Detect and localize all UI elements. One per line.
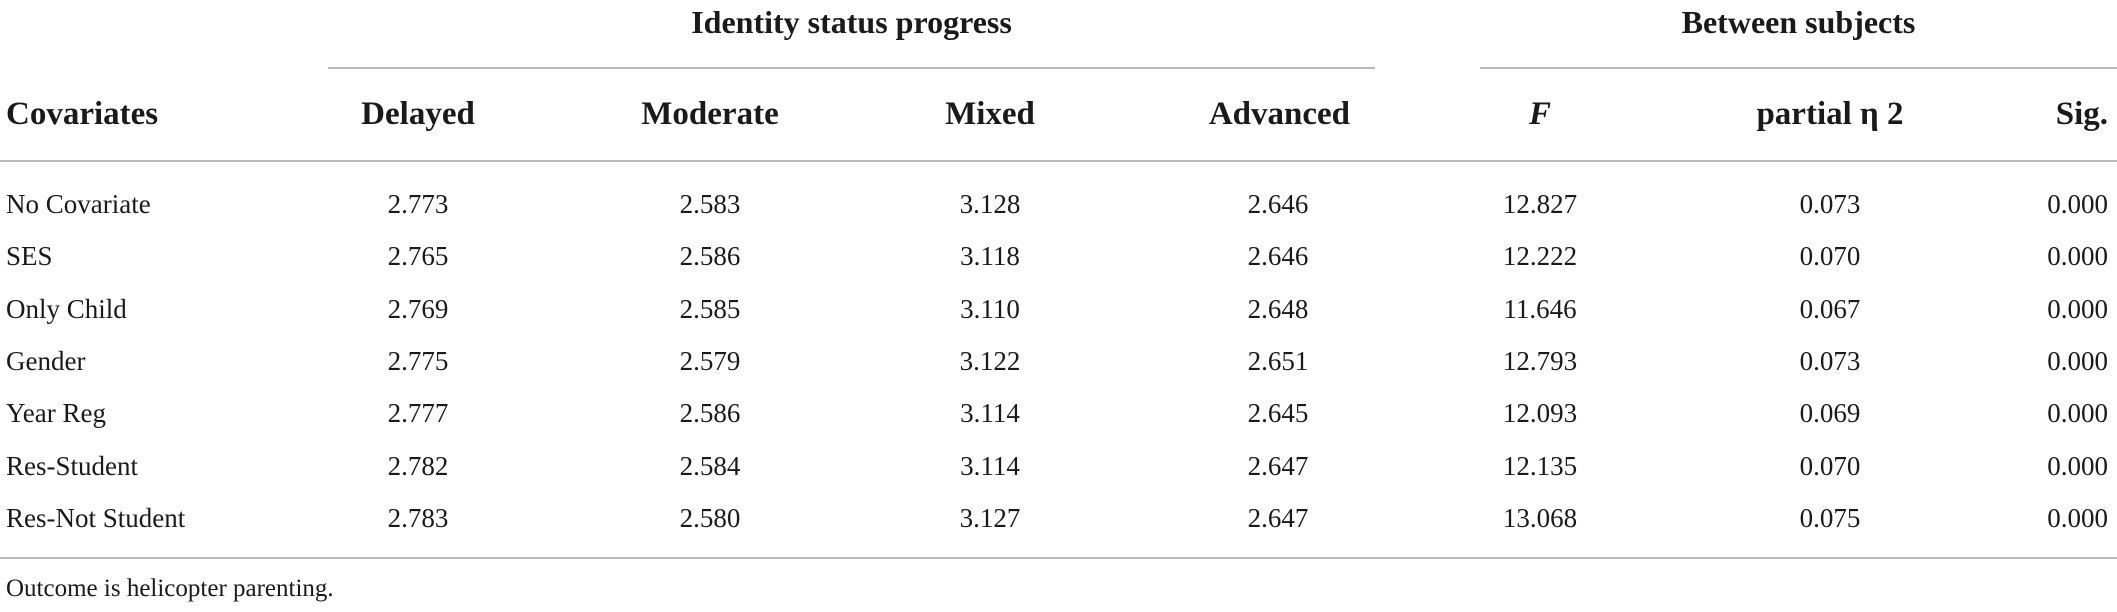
cell-covariate: No Covariate [6,189,151,219]
cell-partial-eta-squared: 0.069 [1799,398,1861,429]
table-row: Year Reg 2.777 2.586 3.114 2.645 12.093 0.069 0… [0,387,2117,439]
cell-sig: 0.000 [2047,241,2108,272]
cell-f: 12.793 [1502,345,1578,376]
cell-mixed: 3.118 [960,241,1020,272]
column-header-covariates: Covariates [6,96,159,132]
cell-covariate: Year Reg [6,398,106,429]
cell-moderate: 2.585 [679,293,741,324]
cell-advanced: 2.648 [1247,293,1309,324]
group-rule-identity [328,67,1375,69]
table-footnote: Outcome is helicopter parenting. [6,575,334,602]
cell-advanced: 2.647 [1247,502,1309,533]
cell-mixed: 3.114 [960,450,1020,481]
cell-f: 12.827 [1502,189,1578,219]
cell-sig: 0.000 [2047,398,2108,429]
table-row: No Covariate 2.773 2.583 3.128 2.646 12.827 0.… [0,178,2117,230]
cell-advanced: 2.646 [1247,189,1309,219]
cell-sig: 0.000 [2047,293,2108,324]
cell-advanced: 2.647 [1247,450,1309,481]
cell-f: 12.135 [1502,450,1578,481]
column-header-moderate: Moderate [641,96,779,132]
cell-moderate: 2.580 [679,502,741,533]
cell-f: 13.068 [1502,502,1578,533]
cell-advanced: 2.645 [1247,398,1309,429]
cell-covariate: SES [6,241,53,272]
cell-mixed: 3.127 [959,502,1021,533]
cell-sig: 0.000 [2047,502,2108,533]
table-row: Res-Not Student 2.783 2.580 3.127 2.647 13.06… [0,492,2117,544]
cell-advanced: 2.651 [1247,345,1309,376]
table-row: Gender 2.775 2.579 3.122 2.651 12.793 0.073 0.0… [0,335,2117,387]
header-rule [0,160,2117,162]
cell-delayed: 2.769 [387,293,449,324]
cell-sig: 0.000 [2047,450,2108,481]
group-header-between-subjects: Between subjects [1681,4,1916,40]
cell-covariate: Gender [6,345,86,376]
column-header-delayed: Delayed [361,96,475,132]
cell-f: 12.093 [1502,398,1578,429]
cell-delayed: 2.777 [387,398,449,429]
table-row: SES 2.765 2.586 3.118 2.646 12.222 0.070 0.000 [0,230,2117,282]
column-header-sig: Sig. [2055,96,2108,132]
table-row: Only Child 2.769 2.585 3.110 2.648 11.646 0.06… [0,283,2117,335]
cell-delayed: 2.765 [387,241,449,272]
cell-partial-eta-squared: 0.075 [1799,502,1861,533]
cell-sig: 0.000 [2047,345,2108,376]
cell-covariate: Res-Student [6,450,138,481]
column-header-partial-eta-squared: partial η 2 [1756,96,1904,132]
cell-mixed: 3.128 [959,189,1021,219]
cell-mixed: 3.122 [959,345,1021,376]
cell-mixed: 3.114 [960,398,1020,429]
group-rule-between [1480,67,2117,69]
cell-sig: 0.000 [2047,189,2108,219]
cell-covariate: Only Child [6,293,127,324]
cell-partial-eta-squared: 0.073 [1799,345,1861,376]
group-header-identity-status-progress: Identity status progress [691,4,1012,40]
table-row: Res-Student 2.782 2.584 3.114 2.647 12.135 0.0… [0,440,2117,492]
cell-f: 12.222 [1502,241,1578,272]
cell-delayed: 2.775 [387,345,449,376]
cell-delayed: 2.782 [387,450,449,481]
column-header-f: F [1528,96,1551,132]
cell-partial-eta-squared: 0.067 [1799,293,1861,324]
cell-delayed: 2.773 [387,189,449,219]
cell-moderate: 2.586 [679,398,741,429]
cell-moderate: 2.584 [679,450,741,481]
cell-partial-eta-squared: 0.070 [1799,450,1861,481]
cell-f: 11.646 [1503,293,1577,324]
cell-delayed: 2.783 [387,502,449,533]
column-header-advanced: Advanced [1208,96,1350,132]
cell-advanced: 2.646 [1247,241,1309,272]
cell-partial-eta-squared: 0.070 [1799,241,1861,272]
cell-moderate: 2.583 [679,189,741,219]
table-bottom-rule [0,557,2117,559]
cell-moderate: 2.579 [679,345,741,376]
column-header-mixed: Mixed [945,96,1035,132]
cell-partial-eta-squared: 0.073 [1799,189,1861,219]
cell-mixed: 3.110 [960,293,1020,324]
cell-covariate: Res-Not Student [6,502,186,533]
cell-moderate: 2.586 [679,241,741,272]
